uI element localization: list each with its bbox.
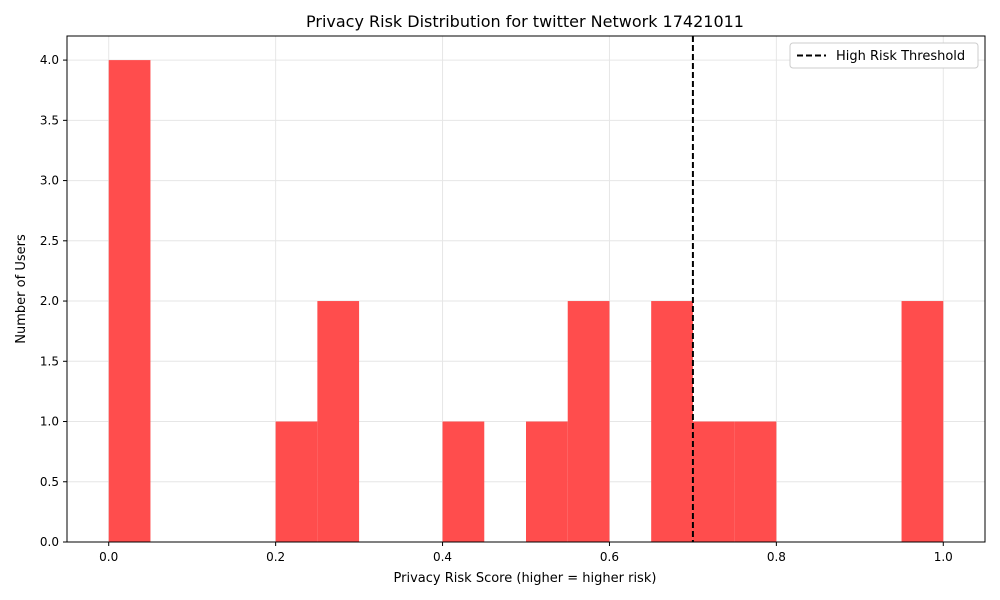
y-tick-label: 0.5: [40, 475, 59, 489]
histogram-bar: [442, 421, 485, 542]
y-tick-label: 0.0: [40, 535, 59, 549]
legend-box: [789, 42, 979, 69]
y-tick-label: 3.5: [40, 113, 59, 127]
histogram-bar: [108, 60, 151, 542]
x-axis-ticks: 0.0 0.2 0.4 0.6 0.8 1.0: [99, 542, 953, 564]
histogram-bar: [734, 421, 777, 542]
y-tick-label: 4.0: [40, 53, 59, 67]
x-tick-label: 0.8: [767, 550, 786, 564]
y-tick-label: 2.5: [40, 234, 59, 248]
legend: High Risk Threshold: [789, 42, 979, 69]
x-tick-label: 1.0: [934, 550, 953, 564]
histogram-bar: [651, 301, 693, 542]
y-tick-label: 3.0: [40, 174, 59, 188]
plot-frame: [66, 35, 986, 543]
x-axis-label: Privacy Risk Score (higher = higher risk…: [394, 571, 657, 586]
gridlines: [67, 36, 985, 543]
legend-label-threshold: High Risk Threshold: [836, 49, 965, 64]
y-axis-ticks: 0.0 0.5 1.0 1.5 2.0 2.5 3.0 3.5 4.0: [40, 53, 67, 549]
bars: [108, 60, 944, 542]
x-tick-label: 0.4: [433, 550, 452, 564]
histogram-bar: [692, 421, 735, 542]
x-tick-label: 0.0: [99, 550, 118, 564]
chart-title: Privacy Risk Distribution for twitter Ne…: [306, 12, 744, 31]
y-tick-label: 2.0: [40, 294, 59, 308]
histogram-bar: [901, 301, 944, 542]
y-axis-label: Number of Users: [14, 234, 29, 344]
histogram-bar: [567, 301, 610, 542]
histogram-bar: [317, 301, 360, 542]
x-tick-label: 0.2: [266, 550, 285, 564]
histogram-bar: [526, 421, 568, 542]
y-tick-label: 1.0: [40, 415, 59, 429]
x-tick-label: 0.6: [600, 550, 619, 564]
histogram-bar: [275, 421, 318, 542]
y-tick-label: 1.5: [40, 354, 59, 368]
